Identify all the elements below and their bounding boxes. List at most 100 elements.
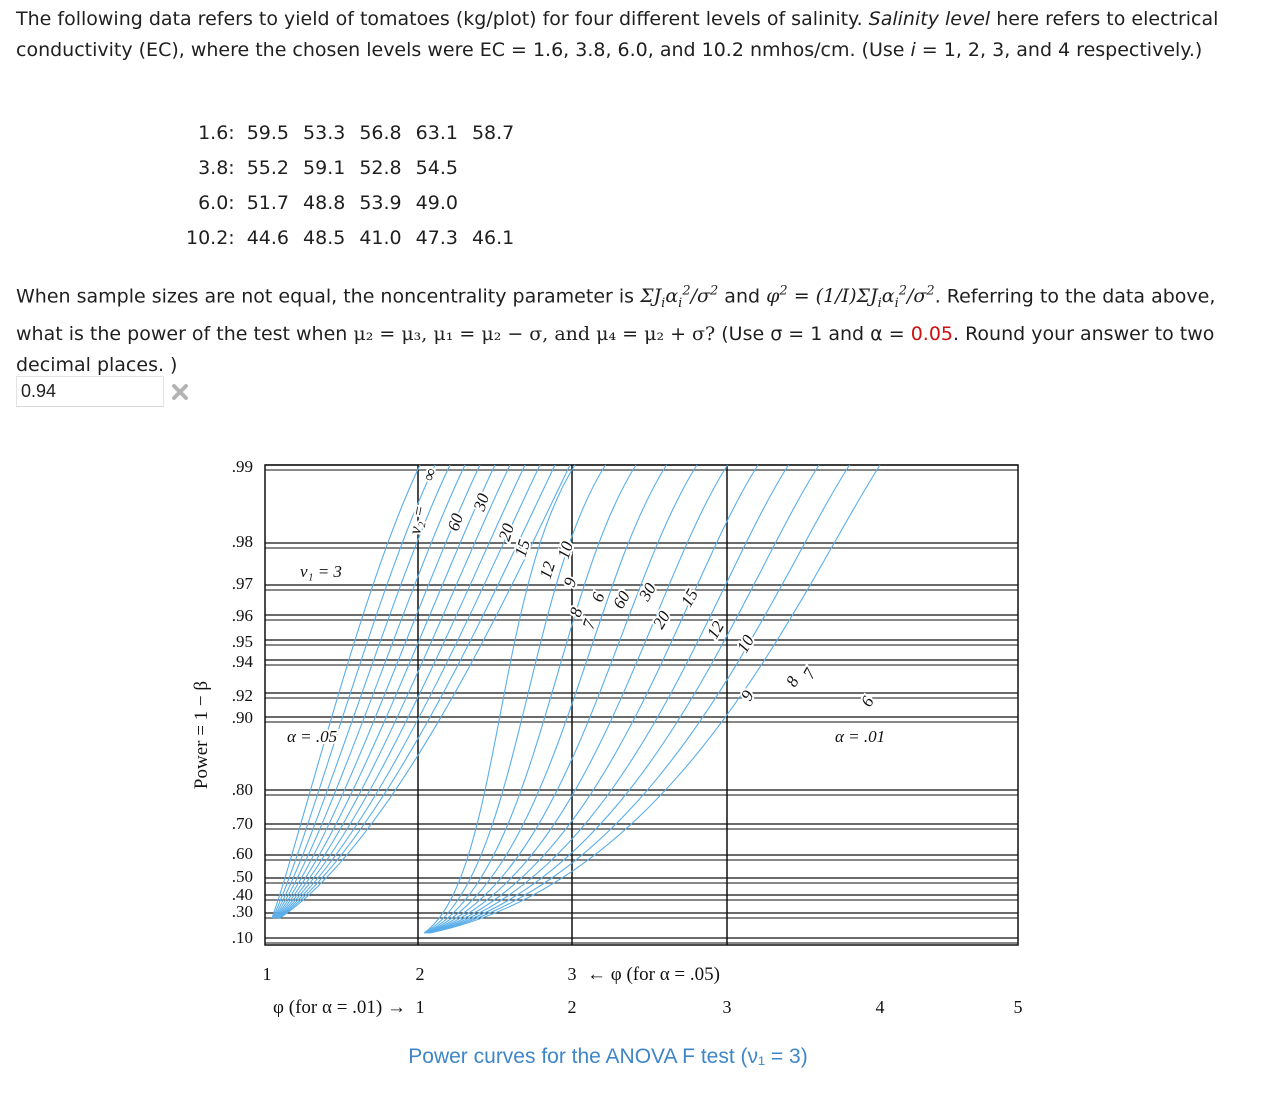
yield-value: 52.8	[359, 156, 402, 179]
nu2-curve-label-alpha05: 10	[554, 539, 577, 562]
salinity-level: 1.6:	[198, 121, 235, 144]
yield-value: 46.1	[471, 226, 515, 249]
question-intro: The following data refers to yield of to…	[16, 4, 1266, 66]
y-tick-label: .80	[232, 780, 253, 799]
prompt-text-5: . Round your answer to two decimal place…	[16, 323, 1215, 377]
nu2-curve-label-alpha05: 30	[469, 491, 493, 514]
yield-value: 59.5	[246, 121, 290, 144]
alpha-value: 0.05	[910, 323, 953, 346]
data-table: 1.6: 59.5 53.3 56.8 63.1 58.7 3.8: 55.2 59.1 52.8…	[186, 115, 528, 255]
x-tick-label-alpha01: 1	[416, 997, 425, 1017]
yield-value: 44.6	[246, 226, 290, 249]
power-curve-alpha01	[429, 464, 881, 934]
intro-text-2: here refers to electrical conductivity (…	[16, 8, 1219, 61]
intro-index: i	[910, 39, 916, 61]
yield-value: 41.0	[359, 226, 402, 249]
alpha-01-label: α = .01	[835, 727, 885, 746]
phi-formula: φ2	[766, 284, 788, 308]
yield-value: 59.1	[303, 156, 346, 179]
salinity-level: 10.2:	[186, 226, 235, 249]
x-tick-label-alpha01: 3	[723, 997, 732, 1017]
power-curve-alpha01	[428, 464, 789, 934]
nu2-curve-label-alpha01: 60	[609, 587, 634, 612]
nu2-label: ν₂ =	[405, 504, 429, 536]
nu1-label: ν₁ = 3	[300, 562, 342, 581]
tick-labels: .99 .98 .97 .96 .95.94 .92 .90 .80 .70 .60 .50.40.…	[191, 457, 1023, 1018]
x-tick-label-alpha01: 5	[1014, 997, 1023, 1017]
intro-italic-term: Salinity level	[868, 8, 991, 30]
x-axis-label-alpha01: φ (for α = .01) →	[273, 997, 406, 1018]
prompt-text-2: and	[718, 285, 767, 308]
power-curve-alpha05	[271, 464, 421, 919]
x-axis-label-alpha05: ← φ (for α = .05)	[587, 964, 720, 985]
alpha-05-label: α = .05	[287, 727, 337, 746]
power-curve-alpha05	[278, 464, 556, 919]
table-row: 3.8: 55.2 59.1 52.8 54.5	[186, 150, 528, 185]
power-curve-alpha01	[425, 464, 667, 934]
answer-input[interactable]: 0.94	[16, 376, 164, 407]
x-tick-label-alpha01: 4	[876, 997, 885, 1017]
salinity-level: 6.0:	[198, 191, 235, 214]
salinity-level: 3.8:	[198, 156, 235, 179]
nu2-curve-label-alpha01: 7	[799, 664, 820, 682]
power-curve-alpha01	[428, 464, 820, 934]
power-curves-chart: .99 .98 .97 .96 .95.94 .92 .90 .80 .70 .60 .50.40.…	[191, 457, 1023, 1018]
power-curve-alpha01	[426, 464, 728, 934]
y-tick-label: .99	[232, 457, 253, 476]
yield-value: 56.8	[359, 121, 402, 144]
nu2-curve-label-alpha01: 30	[635, 579, 661, 605]
table-row: 6.0: 51.7 48.8 53.9 49.0	[186, 185, 528, 220]
prompt-text-4: (Use σ = 1 and α =	[715, 323, 911, 346]
yield-value: 47.3	[415, 226, 458, 249]
yield-value: 58.7	[471, 121, 515, 144]
noncentrality-formula: ΣJiαi2/σ2	[640, 284, 719, 312]
y-tick-label: .30	[232, 902, 253, 921]
nu2-curve-label-alpha05: 15	[511, 537, 534, 559]
nu2-curve-label-alpha01: 6	[857, 693, 878, 710]
power-curve-alpha01	[423, 464, 576, 934]
power-curve-alpha01	[424, 464, 637, 934]
x-tick-label-alpha01: 2	[568, 997, 577, 1017]
chart-title: Power curves for the ANOVA F test (ν₁ = …	[408, 1045, 808, 1068]
y-tick-label: .97	[232, 574, 254, 593]
power-curve-alpha05	[273, 464, 451, 919]
phi-formula-rhs: = (1/I)ΣJiαi2/σ2	[787, 284, 935, 312]
yield-value: 49.0	[415, 191, 458, 214]
intro-text-1: The following data refers to yield of to…	[16, 8, 869, 30]
x-tick-label-alpha05: 1	[263, 964, 272, 984]
nu2-curve-label-alpha05: 60	[444, 511, 467, 534]
cross-icon	[172, 384, 188, 400]
nu2-curve-label-alpha05: 7	[579, 616, 600, 631]
power-curves	[271, 464, 881, 934]
y-tick-label: .90	[232, 708, 253, 727]
nu2-curve-label-alpha05: 12	[536, 559, 559, 582]
y-tick-label: .95	[232, 632, 253, 651]
power-curve-alpha01	[426, 464, 698, 934]
formula-rhs: = (1/I)ΣJ	[787, 285, 878, 308]
y-tick-label: .92	[232, 686, 253, 705]
yield-value: 63.1	[415, 121, 458, 144]
nu2-curve-label-alpha05: 8	[566, 605, 587, 619]
prompt-text-1: When sample sizes are not equal, the non…	[16, 285, 641, 308]
mean-conditions: μ₂ = μ₃, μ₁ = μ₂ − σ, and μ₄ = μ₂ + σ?	[353, 323, 716, 346]
nu2-curve-label-alpha05: 9	[560, 575, 581, 589]
yield-value: 53.3	[303, 121, 346, 144]
yield-value: 55.2	[246, 156, 290, 179]
y-tick-label: .96	[232, 606, 253, 625]
y-tick-label: .98	[232, 532, 253, 551]
chart-grid	[264, 464, 1019, 946]
x-tick-label-alpha05: 3	[568, 964, 577, 984]
power-curve-alpha01	[424, 464, 606, 934]
nu2-curve-label-alpha01: 20	[649, 607, 674, 632]
prompt-text-3: . Referring to the data above, what is t…	[16, 285, 1216, 346]
y-tick-label: .50	[232, 867, 253, 886]
power-curve-alpha05	[275, 464, 496, 919]
yield-value: 48.8	[303, 191, 346, 214]
nu2-curve-label-alpha05: ∞	[419, 466, 441, 483]
power-curve-alpha05	[274, 464, 481, 919]
formula-phi: φ	[766, 285, 780, 308]
formula-sum: ΣJ	[640, 285, 662, 308]
nu2-curve-label-alpha01: 10	[733, 631, 758, 656]
y-axis-label: Power = 1 − β	[191, 681, 212, 789]
